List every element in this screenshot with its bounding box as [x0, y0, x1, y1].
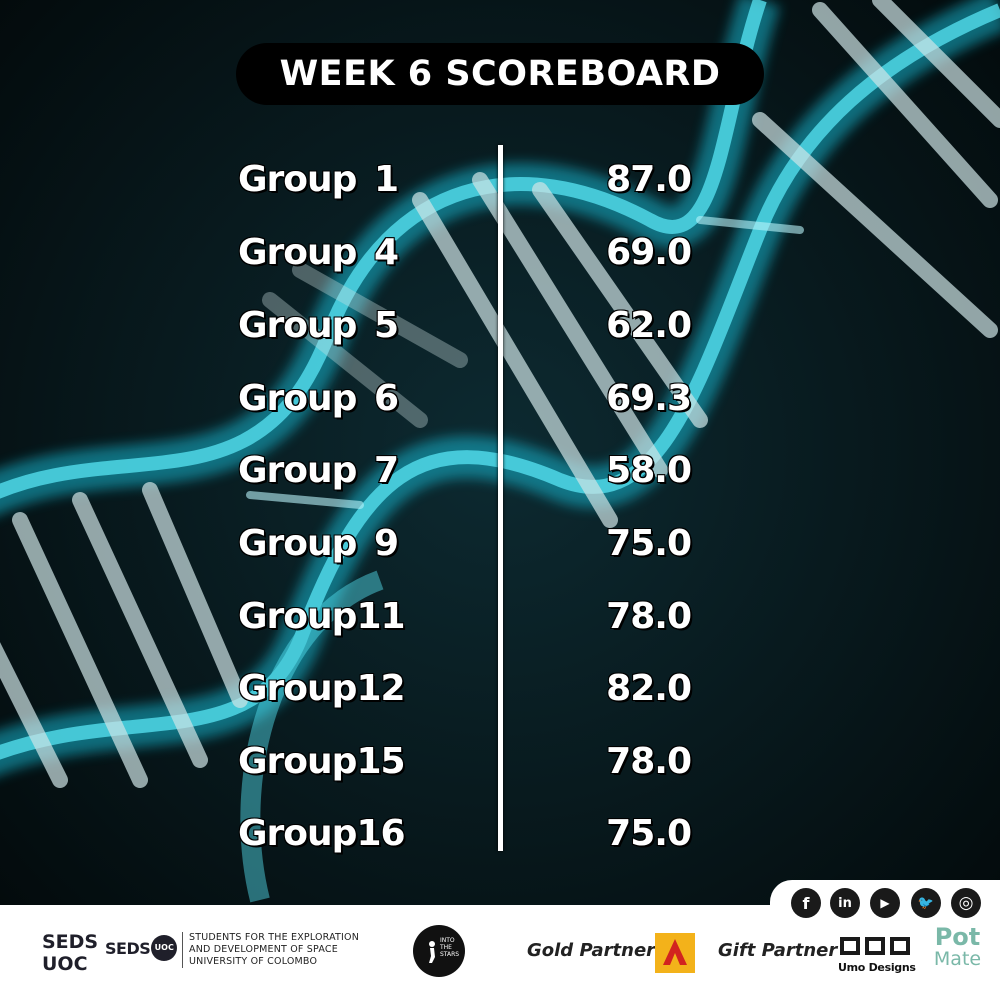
- facebook-icon[interactable]: f: [791, 888, 821, 918]
- seds-logo: SEDS UOC: [105, 935, 178, 961]
- gold-partner-emblem-icon: [663, 939, 687, 965]
- group-word: Group: [237, 595, 358, 638]
- score-row: Group 5 62.0: [0, 296, 1000, 356]
- score-row: Group 16 75.0: [0, 804, 1000, 864]
- score-row: Group 9 75.0: [0, 514, 1000, 574]
- page-title: WEEK 6 SCOREBOARD: [279, 54, 721, 94]
- score-row: Group 15 78.0: [0, 732, 1000, 792]
- group-score: 87.0: [605, 158, 693, 201]
- potmate-line1: Pot: [934, 923, 981, 951]
- group-word: Group: [237, 667, 358, 710]
- group-label: Group 7: [237, 441, 400, 501]
- group-label: Group 12: [237, 659, 407, 719]
- youtube-icon[interactable]: ▶: [870, 888, 900, 918]
- gold-partner-label: Gold Partner: [527, 940, 656, 961]
- score-row: Group 7 58.0: [0, 441, 1000, 501]
- group-word: Group: [237, 522, 358, 565]
- group-label: Group 4: [237, 223, 400, 283]
- twitter-icon[interactable]: 🐦: [911, 888, 941, 918]
- group-score: 75.0: [605, 522, 693, 565]
- score-row: Group 12 82.0: [0, 659, 1000, 719]
- into-the-stars-logo: INTO THE STARS: [413, 925, 465, 977]
- group-score: 78.0: [605, 595, 693, 638]
- group-word: Group: [237, 158, 358, 201]
- group-score: 69.0: [605, 231, 693, 274]
- score-row: Group 6 69.3: [0, 369, 1000, 429]
- umo-designs-logo-icon: [840, 937, 910, 955]
- desc-line: UNIVERSITY OF COLOMBO: [189, 956, 318, 967]
- score-row: Group 1 87.0: [0, 150, 1000, 210]
- into-the-stars-text: INTO THE STARS: [440, 937, 460, 958]
- group-score: 75.0: [605, 812, 693, 855]
- seds-logo-text: SEDS: [105, 938, 151, 958]
- group-number: 15: [355, 740, 406, 783]
- uoc-line: UOC: [42, 953, 88, 975]
- seds-description: STUDENTS FOR THE EXPLORATION AND DEVELOP…: [182, 932, 369, 968]
- title-banner: WEEK 6 SCOREBOARD: [236, 43, 764, 105]
- group-score: 58.0: [605, 449, 693, 492]
- instagram-icon[interactable]: ◎: [951, 888, 981, 918]
- group-score: 69.3: [605, 377, 693, 420]
- group-word: Group: [237, 304, 358, 347]
- group-number: 1: [373, 158, 400, 201]
- linkedin-icon[interactable]: in: [830, 888, 860, 918]
- gold-partner-logo: [655, 933, 695, 973]
- group-label: Group 9: [237, 514, 400, 574]
- desc-line: STUDENTS FOR THE EXPLORATION: [189, 932, 360, 943]
- group-word: Group: [237, 740, 358, 783]
- score-row: Group 11 78.0: [0, 587, 1000, 647]
- group-number: 4: [373, 231, 400, 274]
- group-score: 82.0: [605, 667, 693, 710]
- potmate-logo: Pot Mate: [930, 923, 985, 970]
- group-number: 12: [355, 667, 406, 710]
- group-number: 7: [373, 449, 400, 492]
- column-divider: [498, 145, 503, 851]
- seds-uoc-wordmark: SEDS UOC: [42, 931, 98, 975]
- group-label: Group 15: [237, 732, 407, 792]
- group-word: Group: [237, 377, 358, 420]
- group-number: 5: [373, 304, 400, 347]
- umo-designs-label: Umo Designs: [838, 961, 916, 974]
- astronaut-icon: [429, 941, 435, 963]
- group-score: 62.0: [605, 304, 693, 347]
- group-number: 6: [373, 377, 400, 420]
- seds-line: SEDS: [42, 931, 99, 953]
- group-label: Group 16: [237, 804, 407, 864]
- group-number: 11: [355, 595, 406, 638]
- group-word: Group: [237, 812, 358, 855]
- gift-partner-label: Gift Partner: [718, 940, 838, 961]
- uoc-badge-icon: UOC: [151, 935, 178, 961]
- group-label: Group 5: [237, 296, 400, 356]
- desc-line: AND DEVELOPMENT OF SPACE: [189, 944, 338, 955]
- score-row: Group 4 69.0: [0, 223, 1000, 283]
- group-number: 16: [355, 812, 406, 855]
- group-number: 9: [373, 522, 400, 565]
- potmate-line2: Mate: [933, 948, 982, 970]
- group-score: 78.0: [605, 740, 693, 783]
- group-word: Group: [237, 231, 358, 274]
- group-word: Group: [237, 449, 358, 492]
- group-label: Group 11: [237, 587, 407, 647]
- group-label: Group 6: [237, 369, 400, 429]
- group-label: Group 1: [237, 150, 400, 210]
